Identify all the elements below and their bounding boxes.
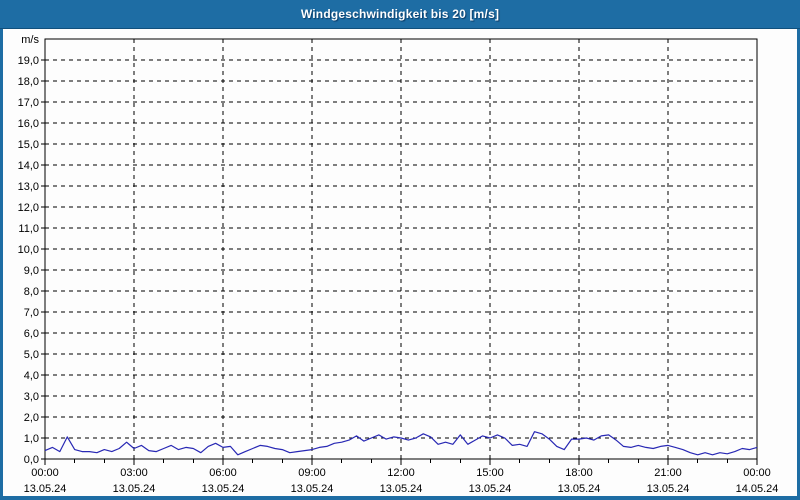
- y-tick-label: 5,0: [24, 349, 39, 361]
- y-tick-label: 1,0: [24, 433, 39, 445]
- y-tick-label: 10,0: [18, 244, 39, 256]
- y-tick-label: 19,0: [18, 55, 39, 67]
- x-tick-time-label: 09:00: [298, 467, 326, 479]
- x-tick-date-label: 13.05.24: [647, 483, 690, 495]
- y-tick-label: 11,0: [18, 223, 39, 235]
- y-tick-label: 2,0: [24, 412, 39, 424]
- y-tick-label: 15,0: [18, 139, 39, 151]
- x-tick-time-label: 03:00: [120, 467, 148, 479]
- y-tick-label: 7,0: [24, 307, 39, 319]
- y-tick-label: 12,0: [18, 202, 39, 214]
- plot-border: [44, 38, 758, 460]
- x-tick-time-label: 06:00: [209, 467, 237, 479]
- x-tick-date-label: 14.05.24: [736, 483, 779, 495]
- chart-title-bar: Windgeschwindigkeit bis 20 [m/s]: [0, 0, 800, 29]
- y-tick-label: 17,0: [18, 97, 39, 109]
- x-tick-date-label: 13.05.24: [380, 483, 423, 495]
- y-tick-label: 3,0: [24, 391, 39, 403]
- y-tick-label: 0,0: [24, 454, 39, 466]
- x-tick-time-label: 21:00: [654, 467, 682, 479]
- y-axis-unit-label: m/s: [21, 34, 39, 46]
- x-tick-date-label: 13.05.24: [291, 483, 334, 495]
- x-tick-time-label: 00:00: [31, 467, 59, 479]
- chart-title: Windgeschwindigkeit bis 20 [m/s]: [300, 7, 500, 21]
- x-tick-time-label: 00:00: [743, 467, 771, 479]
- y-tick-label: 14,0: [18, 160, 39, 172]
- x-tick-time-label: 18:00: [565, 467, 593, 479]
- x-tick-date-label: 13.05.24: [558, 483, 601, 495]
- y-tick-label: 4,0: [24, 370, 39, 382]
- y-tick-label: 18,0: [18, 76, 39, 88]
- wind-speed-line: [44, 431, 758, 456]
- x-tick-date-label: 13.05.24: [469, 483, 512, 495]
- x-tick-time-label: 12:00: [387, 467, 415, 479]
- x-tick-date-label: 13.05.24: [24, 483, 67, 495]
- y-tick-label: 13,0: [18, 181, 39, 193]
- y-tick-label: 9,0: [24, 265, 39, 277]
- y-tick-label: 6,0: [24, 328, 39, 340]
- x-tick-date-label: 13.05.24: [113, 483, 156, 495]
- x-tick-date-label: 13.05.24: [202, 483, 245, 495]
- chart-surface: [3, 29, 797, 496]
- x-tick-time-label: 15:00: [476, 467, 504, 479]
- y-tick-label: 16,0: [18, 118, 39, 130]
- y-tick-label: 8,0: [24, 286, 39, 298]
